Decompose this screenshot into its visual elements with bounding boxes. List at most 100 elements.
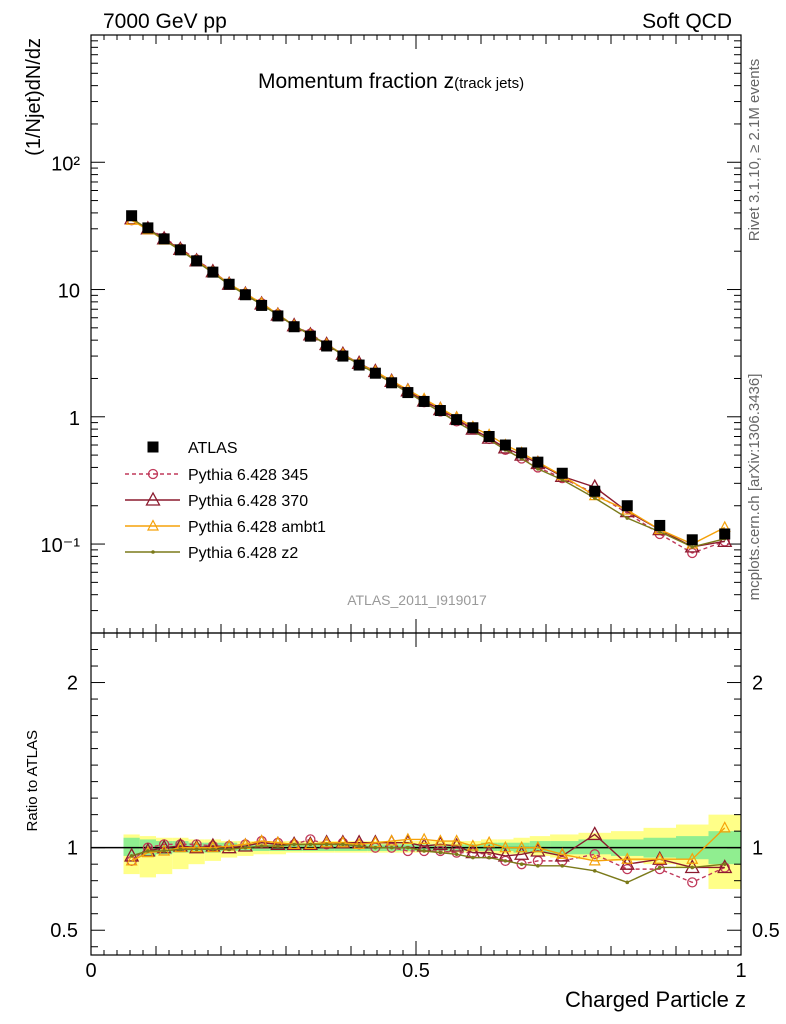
data-point [717,859,733,874]
data-point [336,835,349,848]
ratio-band-inner [497,842,514,851]
data-point [536,467,540,471]
data-point [158,233,170,245]
data-point [194,847,199,852]
data-point [653,852,666,864]
ratio-band-inner [172,841,189,853]
data-point [536,864,540,868]
data-point [402,387,414,399]
y-tick-label: 10 [58,281,80,303]
x-axis-label: Charged Particle z [565,987,746,1012]
ratio-y-tick-label-right: 1 [752,838,763,860]
data-point [718,821,731,833]
data-point [272,310,284,322]
data-point [471,855,475,860]
data-point [592,868,597,873]
data-point [174,840,187,853]
data-point [717,532,733,548]
legend-label: Pythia 6.428 z2 [188,545,298,562]
data-point [256,299,268,311]
data-point [687,877,698,888]
data-point [320,835,333,848]
data-point [589,485,601,497]
data-point [434,834,447,846]
data-point [353,359,365,371]
data-point [145,491,161,506]
data-point [190,840,203,853]
data-point [401,832,414,845]
data-point [386,377,398,389]
data-point [385,834,398,846]
data-point [451,414,463,426]
data-point [587,826,603,841]
data-point [466,839,479,851]
data-point [560,864,565,868]
data-point [125,854,138,866]
data-point [304,330,316,342]
data-point [276,844,280,848]
data-point [406,845,410,850]
data-point [652,850,668,865]
data-point [335,834,351,849]
data-point [722,862,727,866]
ratio-band-inner [123,837,140,856]
data-point [357,844,361,848]
ratio-y-tick-label: 1 [67,838,78,860]
rivet-version-label: Rivet 3.1.10, ≥ 2.1M events [746,59,763,242]
ratio-line [131,843,725,884]
legend-label: Pythia 6.428 345 [188,467,308,484]
data-point [690,545,695,549]
y-tick-label: 10⁻¹ [41,535,81,557]
data-point [206,840,219,853]
data-point [243,845,248,850]
data-point [162,849,166,853]
data-point [227,847,231,852]
data-point [189,839,205,854]
x-tick-label: 0 [85,960,96,982]
data-point [418,395,430,407]
data-point [174,244,186,256]
data-point [147,519,159,531]
data-point [191,255,203,267]
ratio-panel: 0 0.5 1 0.5 0.5 1 1 2 2 [50,632,780,982]
data-point [438,850,443,855]
data-point [259,844,264,848]
data-point [126,210,138,222]
series-atlas [126,210,731,546]
data-point [319,834,335,849]
data-point [514,845,530,860]
data-point [418,832,431,845]
data-point [147,441,159,453]
ratio-band-inner [578,839,611,855]
data-point [151,550,155,554]
legend: ATLAS Pythia 6.428 345 Pythia 6.428 370 Pyt… [125,440,326,562]
data-point [432,835,448,851]
data-point [451,847,462,858]
data-point [515,840,528,853]
data-point [373,845,378,850]
data-point [560,477,565,482]
data-point [223,278,235,290]
data-point [454,852,459,857]
data-point [140,842,156,857]
data-point [147,468,159,480]
ratio-y-tick-label-right: 0.5 [752,920,780,942]
ratio-band-inner [221,842,238,851]
ratio-y-tick-label-right: 2 [752,673,763,695]
data-point [435,845,446,857]
y-tick-label: 10² [51,153,80,175]
data-point [690,865,695,870]
data-point [686,534,698,546]
data-point [341,842,345,847]
data-point [288,321,300,333]
y-tick-label: 1 [69,408,80,430]
ratio-frame [90,632,742,956]
data-point [483,835,496,848]
data-point [292,842,296,847]
data-point [516,447,528,459]
data-point [499,840,512,853]
data-point [657,865,662,870]
header-energy-label: 7000 GeV pp [103,10,227,33]
data-point [142,222,154,234]
